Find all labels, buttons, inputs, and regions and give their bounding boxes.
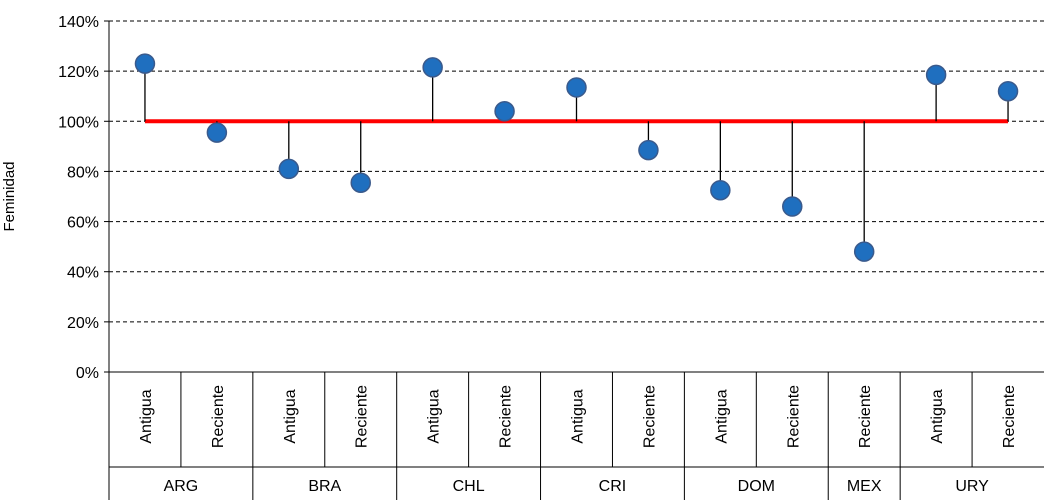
y-tick-label: 120% (58, 64, 99, 81)
y-tick-labels: 0% 20% 40% 60% 80% 100% 120% 140% (58, 14, 99, 382)
y-tick-label: 80% (67, 164, 99, 181)
category-label: Reciente (210, 385, 227, 448)
y-tick-label: 140% (58, 14, 99, 31)
y-tick-label: 100% (58, 114, 99, 131)
y-tick-label: 20% (67, 315, 99, 332)
category-label: Reciente (1001, 385, 1018, 448)
data-point (638, 139, 659, 161)
category-label: Antigua (138, 389, 155, 443)
category-label: Antigua (570, 389, 587, 443)
group-label: MEX (847, 478, 882, 495)
data-point (782, 196, 803, 217)
category-label: Antigua (426, 389, 443, 443)
data-point (710, 179, 731, 201)
group-label: URY (955, 478, 989, 495)
category-label: Reciente (498, 385, 515, 448)
data-point (566, 77, 587, 98)
group-labels: ARG BRA CHL CRI DOM MEX URY (164, 478, 990, 495)
category-label: Reciente (641, 385, 658, 448)
group-label: CRI (599, 478, 627, 495)
category-label: Antigua (282, 389, 299, 443)
data-point (997, 80, 1019, 102)
axes (104, 20, 1044, 500)
data-point (925, 64, 947, 86)
y-tick-label: 60% (67, 215, 99, 232)
group-label: DOM (738, 478, 775, 495)
data-point (206, 122, 228, 143)
category-labels: Antigua Reciente Antigua Reciente Antigua Rec… (138, 385, 1018, 448)
data-point (278, 158, 300, 180)
data-point (422, 57, 443, 78)
category-label: Reciente (785, 385, 802, 448)
y-axis-label: Feminidad (1, 161, 18, 231)
data-points (134, 53, 1019, 262)
group-label: ARG (164, 478, 199, 495)
group-label: BRA (308, 478, 341, 495)
group-label: CHL (453, 478, 485, 495)
category-label: Reciente (354, 385, 371, 448)
data-point (853, 241, 875, 262)
data-point (350, 172, 371, 193)
y-tick-label: 0% (76, 365, 99, 382)
category-label: Antigua (929, 389, 946, 443)
data-point (134, 53, 156, 74)
data-point (494, 101, 515, 122)
category-label: Antigua (713, 389, 730, 443)
category-label: Reciente (857, 385, 874, 448)
gridlines (109, 20, 1044, 323)
y-tick-label: 40% (67, 265, 99, 282)
